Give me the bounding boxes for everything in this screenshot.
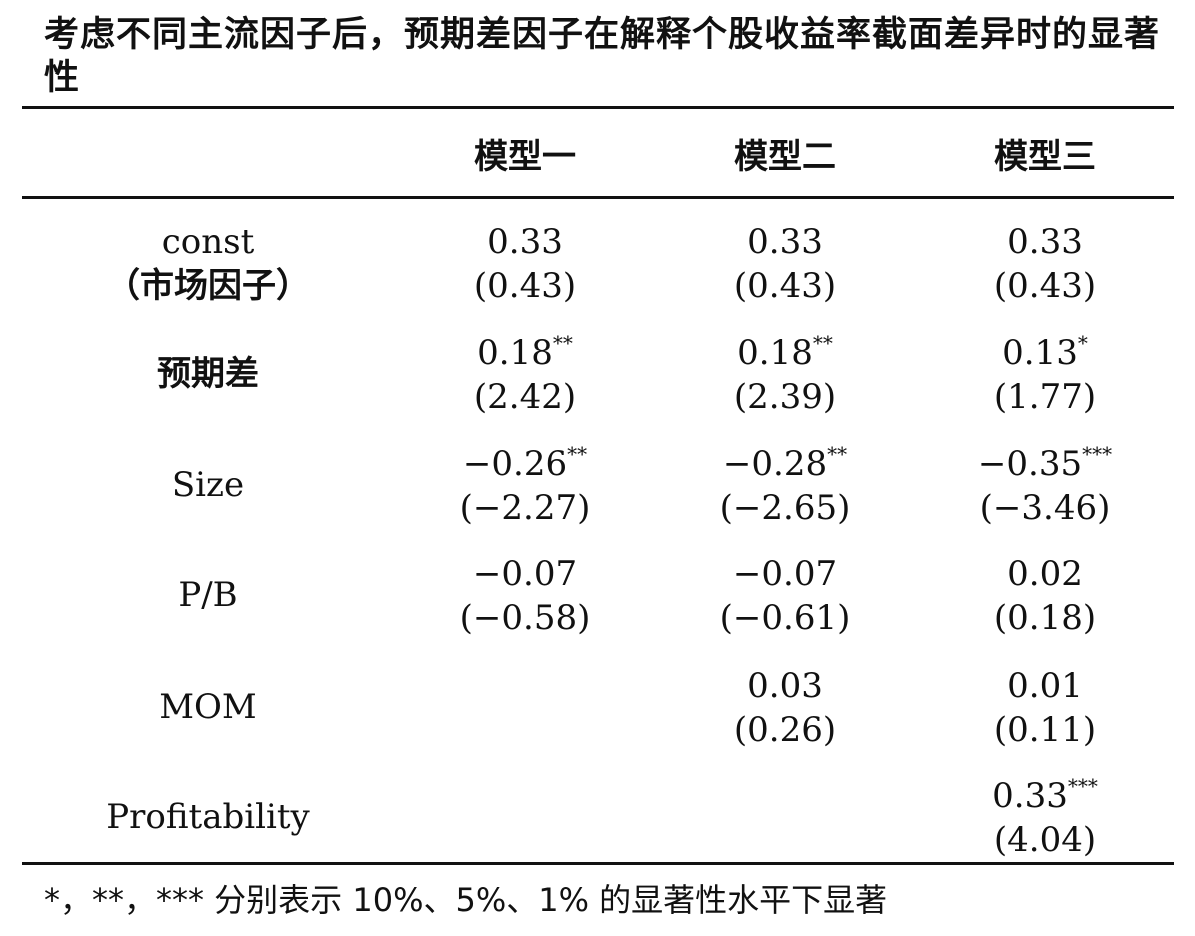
coef-value: 0.33 — [992, 776, 1068, 816]
t-stat: (−3.46) — [979, 488, 1111, 528]
coef-cell: −0.07 (−0.61) — [680, 544, 890, 644]
row-label: Profitability — [60, 766, 356, 866]
coef-value: 0.33 — [747, 222, 823, 262]
row-label-line1: 预期差 — [157, 354, 259, 394]
row-label-line2: （市场因子） — [106, 266, 310, 306]
t-stat — [420, 708, 630, 752]
coef-cell: 0.02 (0.18) — [940, 544, 1150, 644]
t-stat: (0.26) — [733, 710, 837, 750]
coef-cell: 0.33*** (4.04) — [940, 766, 1150, 866]
row-label-line1: Size — [171, 465, 245, 505]
table-row: Profitability 0.33*** (4.04) — [0, 766, 1195, 866]
coef-value: 0.13 — [1002, 333, 1078, 373]
coef-value: 0.33 — [487, 222, 563, 262]
row-label: const （市场因子） — [60, 212, 356, 312]
row-label-line1: const — [161, 222, 255, 262]
row-label-line1: MOM — [159, 687, 257, 727]
top-rule — [22, 106, 1174, 109]
t-stat: (4.04) — [993, 820, 1097, 860]
t-stat: (0.18) — [993, 598, 1097, 638]
t-stat: (0.43) — [993, 266, 1097, 306]
coef-value: 0.02 — [1007, 554, 1083, 594]
table-row: P/B −0.07 (−0.58) −0.07 (−0.61) 0.02 (0.… — [0, 544, 1195, 644]
coef-value: 0.18 — [477, 333, 553, 373]
significance-stars: ** — [827, 442, 848, 466]
coef-cell: 0.33 (0.43) — [940, 212, 1150, 312]
table-title: 考虑不同主流因子后，预期差因子在解释个股收益率截面差异时的显著性 — [44, 15, 1161, 98]
significance-stars: ** — [812, 331, 833, 355]
coef-cell — [420, 766, 630, 866]
coef-cell: 0.18** (2.39) — [680, 323, 890, 423]
coef-value: −0.28 — [722, 444, 828, 484]
significance-stars: *** — [1067, 774, 1098, 798]
significance-note: *，**，*** 分别表示 10%、5%、1% 的显著性水平下显著 — [44, 881, 888, 919]
t-stat: (−2.27) — [459, 488, 591, 528]
significance-stars: ** — [552, 331, 573, 355]
row-label: 预期差 — [60, 323, 356, 423]
coef-cell: 0.03 (0.26) — [680, 656, 890, 756]
t-stat — [680, 818, 890, 862]
coef-value: −0.07 — [732, 554, 838, 594]
coef-cell — [420, 656, 630, 756]
t-stat: (2.39) — [733, 377, 837, 417]
row-label: MOM — [60, 656, 356, 756]
bottom-rule — [22, 862, 1174, 865]
header-model-2: 模型二 — [734, 137, 836, 177]
coef-value: 0.01 — [1007, 666, 1083, 706]
coef-value: −0.35 — [977, 444, 1083, 484]
header-model-3: 模型三 — [994, 137, 1096, 177]
significance-stars: ** — [567, 442, 588, 466]
header-blank — [60, 132, 356, 182]
row-label-line1: Profitability — [106, 797, 310, 837]
coef-value: 0.33 — [1007, 222, 1083, 262]
t-stat — [420, 818, 630, 862]
row-label-line1: P/B — [178, 575, 238, 615]
t-stat: (2.42) — [473, 377, 577, 417]
coef-value: −0.07 — [472, 554, 578, 594]
table-row: MOM 0.03 (0.26) 0.01 (0.11) — [0, 656, 1195, 756]
t-stat: (−0.58) — [459, 598, 591, 638]
t-stat: (0.43) — [733, 266, 837, 306]
coef-cell — [680, 766, 890, 866]
header-model-1: 模型一 — [474, 137, 576, 177]
coef-cell: 0.33 (0.43) — [420, 212, 630, 312]
coef-cell: 0.01 (0.11) — [940, 656, 1150, 756]
header-rule — [22, 196, 1174, 199]
table-row: const （市场因子） 0.33 (0.43) 0.33 (0.43) 0.3… — [0, 212, 1195, 312]
row-label: P/B — [60, 544, 356, 644]
t-stat: (−2.65) — [719, 488, 851, 528]
coef-value: −0.26 — [462, 444, 568, 484]
coef-cell: −0.07 (−0.58) — [420, 544, 630, 644]
coef-value: 0.18 — [737, 333, 813, 373]
coef-cell: 0.33 (0.43) — [680, 212, 890, 312]
table-row: 预期差 0.18** (2.42) 0.18** (2.39) 0.13* (1… — [0, 323, 1195, 423]
coef-cell: −0.28** (−2.65) — [680, 434, 890, 534]
t-stat: (0.11) — [993, 710, 1097, 750]
t-stat: (1.77) — [993, 377, 1097, 417]
coef-cell: −0.35*** (−3.46) — [940, 434, 1150, 534]
t-stat: (−0.61) — [719, 598, 851, 638]
coef-cell: 0.18** (2.42) — [420, 323, 630, 423]
significance-stars: * — [1077, 331, 1088, 355]
coef-cell: −0.26** (−2.27) — [420, 434, 630, 534]
coef-cell: 0.13* (1.77) — [940, 323, 1150, 423]
significance-stars: *** — [1082, 442, 1113, 466]
coef-value: 0.03 — [747, 666, 823, 706]
row-label: Size — [60, 434, 356, 534]
t-stat: (0.43) — [473, 266, 577, 306]
table-row: Size −0.26** (−2.27) −0.28** (−2.65) −0.… — [0, 434, 1195, 534]
